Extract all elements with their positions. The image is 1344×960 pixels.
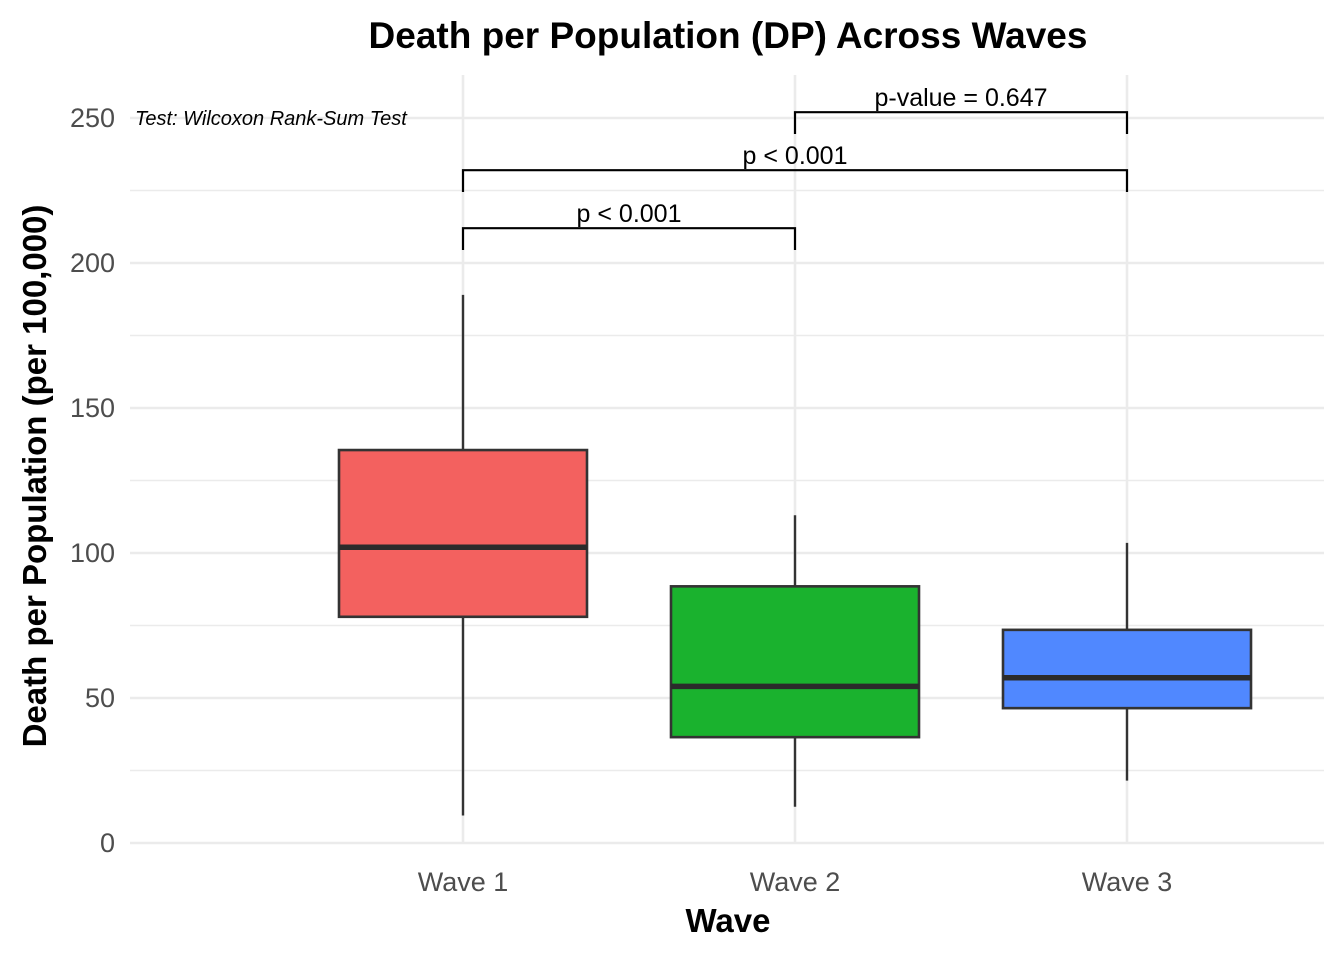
significance-brackets: p < 0.001 p < 0.001 p-value = 0.647: [461, 84, 1129, 250]
y-tick-label: 150: [70, 393, 115, 423]
significance-label: p-value = 0.647: [874, 84, 1047, 112]
x-tick-label: Wave 2: [750, 867, 841, 897]
whiskers: [461, 294, 1129, 816]
x-tick-label: Wave 3: [1082, 867, 1173, 897]
x-axis-title: Wave: [686, 902, 771, 939]
x-tick-labels: Wave 1 Wave 2 Wave 3: [418, 867, 1173, 897]
y-tick-label: 0: [100, 828, 115, 858]
box-wave-3: [1001, 628, 1253, 710]
y-tick-label: 50: [85, 683, 115, 713]
y-axis-title: Death per Population (per 100,000): [16, 205, 53, 748]
y-tick-labels: 0 50 100 150 200 250: [70, 103, 115, 858]
box-wave-1: [337, 448, 589, 619]
significance-bracket: [793, 111, 1129, 134]
significance-label: p < 0.001: [577, 200, 682, 228]
boxes: [337, 448, 1253, 739]
significance-bracket: [461, 169, 1129, 192]
y-tick-label: 250: [70, 103, 115, 133]
y-tick-label: 100: [70, 538, 115, 568]
y-tick-label: 200: [70, 248, 115, 278]
test-annotation: Test: Wilcoxon Rank-Sum Test: [135, 108, 408, 130]
significance-bracket: [461, 227, 797, 250]
chart-title: Death per Population (DP) Across Waves: [369, 15, 1088, 56]
box-wave-2: [669, 585, 921, 739]
significance-label: p < 0.001: [743, 142, 848, 170]
x-tick-label: Wave 1: [418, 867, 509, 897]
